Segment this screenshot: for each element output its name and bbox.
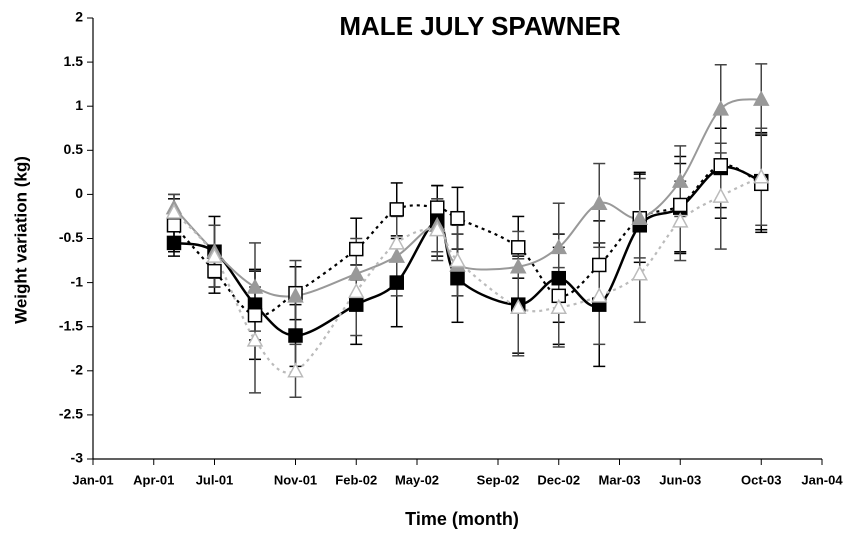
marker bbox=[165, 203, 183, 219]
marker bbox=[752, 90, 770, 106]
marker bbox=[671, 172, 689, 188]
marker bbox=[388, 234, 406, 250]
y-tick-label: 1 bbox=[75, 97, 83, 113]
marker bbox=[449, 251, 466, 268]
marker bbox=[671, 212, 689, 228]
marker bbox=[246, 278, 264, 294]
marker bbox=[752, 168, 770, 184]
x-tick-label: Sep-02 bbox=[477, 472, 520, 487]
marker bbox=[631, 209, 649, 225]
marker bbox=[590, 287, 608, 303]
chart-title: MALE JULY SPAWNER bbox=[339, 11, 620, 41]
x-tick-label: Apr-01 bbox=[133, 472, 174, 487]
x-tick-label: Jan-04 bbox=[801, 472, 843, 487]
marker bbox=[166, 218, 182, 233]
marker bbox=[207, 263, 222, 279]
y-tick-label: 0 bbox=[75, 185, 83, 201]
marker bbox=[288, 328, 303, 343]
x-tick-label: May-02 bbox=[395, 472, 439, 487]
marker bbox=[550, 298, 568, 315]
marker bbox=[349, 241, 364, 257]
marker bbox=[389, 275, 404, 290]
x-tick-label: Dec-02 bbox=[537, 472, 580, 487]
x-tick-label: Jul-01 bbox=[196, 472, 234, 487]
x-axis-label: Time (month) bbox=[405, 509, 519, 529]
marker bbox=[509, 298, 527, 315]
marker bbox=[166, 235, 182, 251]
marker bbox=[247, 307, 263, 323]
x-tick-label: Jan-01 bbox=[72, 472, 113, 487]
marker bbox=[287, 287, 304, 303]
marker bbox=[590, 194, 608, 210]
marker bbox=[673, 197, 688, 213]
marker bbox=[349, 297, 364, 312]
y-tick-label: -0.5 bbox=[59, 229, 83, 245]
x-tick-label: Jun-03 bbox=[659, 472, 701, 487]
marker bbox=[713, 158, 728, 173]
y-tick-label: 1.5 bbox=[64, 53, 84, 69]
y-tick-label: -3 bbox=[71, 450, 84, 466]
marker bbox=[450, 270, 465, 286]
marker bbox=[388, 247, 406, 263]
marker bbox=[347, 282, 365, 299]
marker bbox=[712, 100, 730, 116]
marker bbox=[511, 240, 526, 255]
marker bbox=[592, 257, 607, 273]
y-tick-label: -1.5 bbox=[59, 317, 83, 333]
x-tick-label: Feb-02 bbox=[335, 472, 377, 487]
marker bbox=[428, 221, 446, 237]
marker bbox=[347, 265, 365, 281]
marker bbox=[551, 270, 566, 286]
x-tick-label: Nov-01 bbox=[274, 472, 317, 487]
y-tick-label: -2.5 bbox=[59, 406, 83, 422]
y-tick-label: -1 bbox=[71, 273, 84, 289]
marker bbox=[550, 238, 568, 255]
y-axis-label: Weight variation (kg) bbox=[11, 156, 30, 324]
marker bbox=[246, 331, 264, 347]
y-tick-label: 0.5 bbox=[64, 141, 84, 157]
x-tick-label: Oct-03 bbox=[741, 472, 781, 487]
marker bbox=[712, 187, 730, 203]
marker bbox=[631, 265, 649, 281]
marker bbox=[509, 258, 527, 274]
x-tick-label: Mar-03 bbox=[599, 472, 641, 487]
marker bbox=[206, 247, 223, 263]
series-line bbox=[173, 175, 762, 374]
marker bbox=[450, 210, 465, 226]
marker bbox=[389, 202, 404, 217]
y-tick-label: 2 bbox=[75, 9, 83, 25]
y-tick-label: -2 bbox=[71, 362, 84, 378]
marker bbox=[430, 200, 445, 215]
marker bbox=[287, 362, 304, 378]
